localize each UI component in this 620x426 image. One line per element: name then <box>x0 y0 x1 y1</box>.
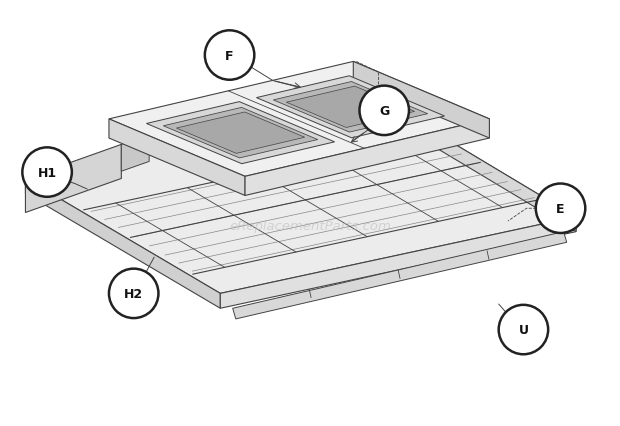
Text: H1: H1 <box>38 166 56 179</box>
Circle shape <box>58 183 68 190</box>
Polygon shape <box>146 102 335 164</box>
Polygon shape <box>384 103 576 232</box>
Ellipse shape <box>360 86 409 136</box>
Polygon shape <box>232 232 567 319</box>
Polygon shape <box>257 77 445 138</box>
Polygon shape <box>109 120 245 196</box>
Text: U: U <box>518 323 528 336</box>
Polygon shape <box>353 62 489 139</box>
Text: G: G <box>379 105 389 118</box>
Polygon shape <box>245 120 489 196</box>
Text: eReplacementParts.com: eReplacementParts.com <box>229 219 391 232</box>
Text: E: E <box>556 202 565 215</box>
Ellipse shape <box>22 148 72 197</box>
Polygon shape <box>273 82 428 133</box>
Ellipse shape <box>498 305 548 354</box>
Text: H2: H2 <box>124 287 143 300</box>
Polygon shape <box>109 62 489 177</box>
Polygon shape <box>176 113 304 154</box>
Polygon shape <box>286 87 415 128</box>
Polygon shape <box>25 103 576 294</box>
Ellipse shape <box>536 184 585 233</box>
Ellipse shape <box>109 269 159 318</box>
Circle shape <box>39 188 49 195</box>
Polygon shape <box>25 145 122 213</box>
Polygon shape <box>163 108 317 158</box>
Text: F: F <box>225 49 234 62</box>
Ellipse shape <box>205 31 254 81</box>
Polygon shape <box>220 217 576 308</box>
Polygon shape <box>25 179 220 308</box>
Polygon shape <box>122 135 149 172</box>
